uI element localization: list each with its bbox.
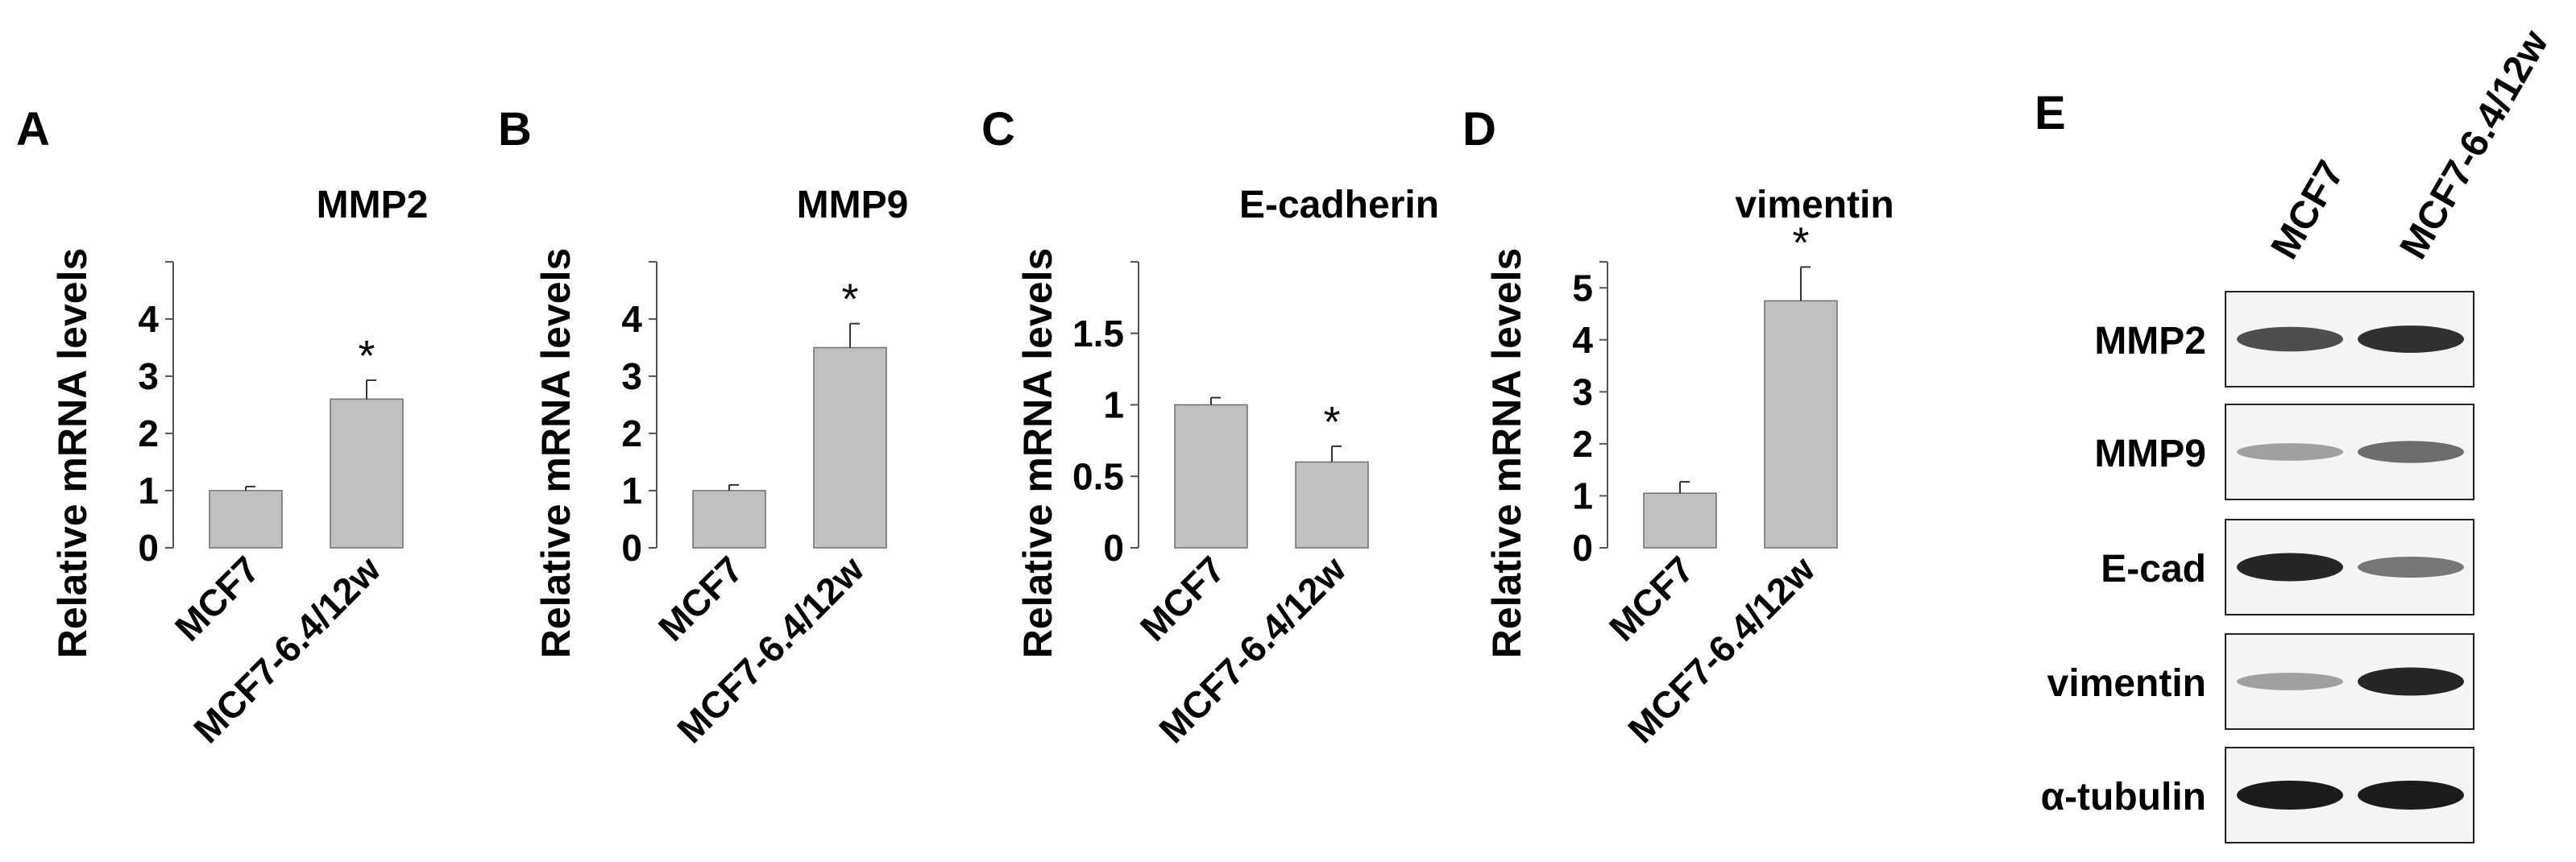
blot-band	[2237, 443, 2343, 461]
y-tick-label: 1.5	[1072, 313, 1124, 354]
y-tick-label: 1	[138, 470, 159, 512]
y-axis-title: Relative mRNA levels	[50, 248, 95, 659]
y-tick-label: 1	[621, 470, 642, 512]
bar	[209, 490, 283, 549]
bar	[1764, 300, 1838, 549]
significance-marker: *	[841, 276, 858, 324]
panel-letter: C	[981, 103, 1015, 155]
blot-band	[2237, 326, 2343, 352]
y-tick-label: 0.5	[1072, 455, 1124, 497]
blot-band	[2237, 673, 2343, 690]
y-tick-label: 0	[138, 527, 159, 569]
bar	[692, 490, 766, 549]
y-tick-label: 0	[1572, 527, 1593, 569]
y-tick-label: 2	[1572, 423, 1593, 465]
blot-band	[2358, 667, 2464, 696]
y-tick-label: 0	[1103, 527, 1124, 569]
chart-panel-c: C E-cadherin 0 0.5 1 1.5 Relative mRNA levels M…	[981, 103, 1439, 751]
y-tick-label: 3	[1572, 371, 1593, 412]
y-tick-label: 0	[621, 527, 642, 569]
blot-band	[2358, 441, 2464, 463]
blot-band	[2358, 325, 2464, 353]
y-tick-label: 1	[1572, 475, 1593, 516]
y-axis-title: Relative mRNA levels	[1015, 248, 1060, 659]
blot-row-label: vimentin	[2047, 662, 2206, 705]
bar	[1643, 492, 1717, 549]
blot-band	[2237, 553, 2343, 582]
blot-column-label: MCF7-6.4/12w	[2392, 23, 2557, 267]
chart-title: MMP2	[317, 184, 429, 226]
blot-band	[2237, 781, 2343, 810]
y-tick-label: 4	[621, 298, 642, 340]
bar	[1295, 461, 1369, 549]
y-axis-title: Relative mRNA levels	[1484, 248, 1529, 659]
western-blot-panel: E MCF7 MCF7-6.4/12w MMP2 MMP9 E-cad vimentin α-…	[2035, 23, 2557, 843]
y-tick-label: 1	[1103, 384, 1124, 426]
bar	[330, 398, 404, 549]
chart-title: vimentin	[1735, 184, 1894, 226]
y-tick-label: 5	[1572, 267, 1593, 309]
significance-marker: *	[1792, 218, 1809, 267]
blot-band	[2358, 781, 2464, 810]
y-tick-label: 2	[621, 412, 642, 454]
panel-letter: E	[2035, 87, 2066, 139]
x-category-label: MCF7	[167, 548, 268, 649]
blot-row-label: α-tubulin	[2041, 776, 2206, 818]
panel-letter: B	[498, 103, 532, 155]
y-tick-label: 2	[138, 412, 159, 454]
chart-title: MMP9	[797, 184, 909, 226]
bar	[813, 346, 887, 549]
significance-marker: *	[358, 332, 375, 380]
y-tick-label: 3	[138, 355, 159, 397]
bar	[1174, 404, 1248, 549]
blot-row-label: E-cad	[2101, 548, 2206, 591]
blot-row-label: MMP9	[2094, 433, 2206, 475]
y-tick-label: 3	[621, 355, 642, 397]
significance-marker: *	[1323, 398, 1340, 446]
x-category-label: MCF7	[1601, 548, 1702, 649]
x-category-label: MCF7	[650, 548, 751, 649]
panel-letter: A	[16, 103, 50, 155]
chart-title: E-cadherin	[1239, 184, 1439, 226]
blot-row-label: MMP2	[2094, 320, 2206, 363]
x-category-label: MCF7	[1132, 548, 1233, 649]
y-tick-label: 4	[1572, 319, 1593, 361]
panel-letter: D	[1462, 103, 1496, 155]
y-tick-label: 4	[138, 298, 159, 340]
blot-column-label: MCF7	[2263, 154, 2353, 267]
blot-band	[2358, 556, 2464, 578]
y-axis-title: Relative mRNA levels	[533, 248, 579, 659]
